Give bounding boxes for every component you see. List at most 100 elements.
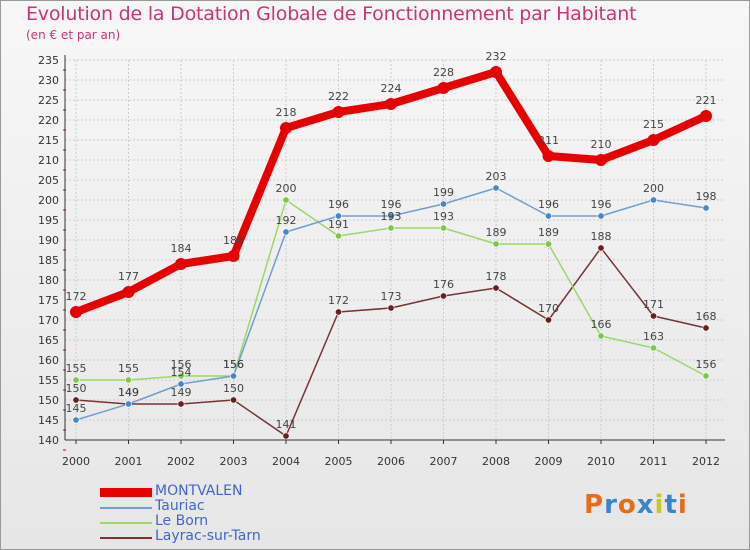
- data-label-le-born: 156: [171, 358, 192, 371]
- logo-letter: P: [584, 490, 605, 520]
- data-label-le-born: 191: [328, 218, 349, 231]
- data-label-tauriac: 200: [643, 182, 664, 195]
- data-point-tauriac: [702, 204, 710, 212]
- data-label-le-born: 189: [538, 226, 559, 239]
- y-tick-label: 185: [38, 254, 59, 267]
- y-tick-label: 160: [38, 354, 59, 367]
- chart-subtitle: (en € et par an): [26, 28, 121, 42]
- logo-letter: t: [664, 490, 678, 520]
- y-tick-label: 230: [38, 74, 59, 87]
- x-tick-label: 2007: [430, 455, 458, 468]
- data-label-tauriac: 203: [486, 170, 507, 183]
- data-label-layrac-sur-tarn: 141: [276, 418, 297, 431]
- data-label-tauriac: 196: [538, 198, 559, 211]
- data-label-tauriac: 196: [381, 198, 402, 211]
- y-tick-label: 155: [38, 374, 59, 387]
- data-point-le-born: [597, 332, 605, 340]
- logo-letter: r: [604, 490, 618, 520]
- data-label-montvalen: 172: [66, 290, 87, 303]
- data-point-montvalen: [437, 82, 450, 94]
- data-point-montvalen: [490, 66, 502, 78]
- x-tick-label: 2010: [587, 455, 615, 468]
- data-label-tauriac: 149: [118, 386, 139, 399]
- y-tick-label: 190: [38, 234, 59, 247]
- data-label-le-born: 163: [643, 330, 664, 343]
- data-point-montvalen: [332, 106, 345, 118]
- x-tick-label: 2012: [692, 455, 720, 468]
- x-tick-label: 2001: [115, 455, 143, 468]
- data-label-le-born: 193: [381, 210, 402, 223]
- y-tick-label: 145: [38, 414, 59, 427]
- data-label-le-born: 155: [66, 362, 87, 375]
- y-tick-label: 220: [38, 114, 59, 127]
- data-point-le-born: [649, 344, 657, 352]
- data-label-layrac-sur-tarn: 178: [486, 270, 507, 283]
- x-tick-label: 2000: [62, 455, 90, 468]
- data-label-layrac-sur-tarn: 173: [381, 290, 402, 303]
- y-tick-label: 170: [38, 314, 59, 327]
- data-label-montvalen: 186: [223, 234, 244, 247]
- data-point-layrac-sur-tarn: [439, 292, 447, 300]
- axes: 1401451501551601651701751801851901952002…: [38, 54, 725, 468]
- data-point-layrac-sur-tarn: [492, 284, 500, 292]
- y-tick-label: 205: [38, 174, 59, 187]
- y-tick-label: 195: [38, 214, 59, 227]
- data-label-layrac-sur-tarn: 168: [696, 310, 717, 323]
- data-label-tauriac: 154: [171, 366, 192, 379]
- data-label-montvalen: 211: [538, 134, 559, 147]
- data-label-montvalen: 222: [328, 90, 349, 103]
- legend-label-le-born: Le Born: [155, 513, 209, 529]
- data-point-tauriac: [649, 196, 657, 204]
- data-point-layrac-sur-tarn: [72, 396, 80, 404]
- x-tick-label: 2005: [325, 455, 353, 468]
- y-tick-label: 225: [38, 94, 59, 107]
- data-point-tauriac: [597, 212, 605, 220]
- data-label-layrac-sur-tarn: 171: [643, 298, 664, 311]
- data-label-tauriac: 156: [223, 358, 244, 371]
- data-label-montvalen: 221: [696, 94, 717, 107]
- grid: [65, 59, 725, 441]
- data-point-tauriac: [125, 400, 133, 408]
- data-label-layrac-sur-tarn: 170: [538, 302, 559, 315]
- data-point-tauriac: [72, 416, 80, 424]
- data-label-layrac-sur-tarn: 176: [433, 278, 454, 291]
- data-point-tauriac: [544, 212, 552, 220]
- data-label-le-born: 166: [591, 318, 612, 331]
- data-point-tauriac: [282, 228, 290, 236]
- data-point-le-born: [439, 224, 447, 232]
- data-point-layrac-sur-tarn: [387, 304, 395, 312]
- data-label-montvalen: 232: [486, 50, 507, 63]
- y-tick-label: 150: [38, 394, 59, 407]
- data-point-montvalen: [175, 258, 187, 270]
- legend-swatch-2: [100, 522, 152, 524]
- data-label-tauriac: 145: [66, 402, 87, 415]
- x-tick-label: 2004: [272, 455, 300, 468]
- data-label-layrac-sur-tarn: 150: [66, 382, 87, 395]
- data-label-layrac-sur-tarn: 149: [118, 386, 139, 399]
- data-label-le-born: 189: [486, 226, 507, 239]
- data-point-layrac-sur-tarn: [177, 400, 185, 408]
- y-tick-label: 165: [38, 334, 59, 347]
- data-point-le-born: [544, 240, 552, 248]
- data-label-le-born: 156: [223, 358, 244, 371]
- data-point-tauriac: [387, 212, 395, 220]
- x-tick-label: 2006: [377, 455, 405, 468]
- data-label-layrac-sur-tarn: 172: [328, 294, 349, 307]
- data-label-le-born: 200: [276, 182, 297, 195]
- data-point-montvalen: [280, 122, 292, 134]
- data-point-layrac-sur-tarn: [702, 324, 710, 332]
- series-group: [70, 66, 712, 440]
- data-point-montvalen: [700, 110, 712, 122]
- data-point-montvalen: [647, 134, 660, 146]
- data-label-montvalen: 218: [276, 106, 297, 119]
- legend-swatch-3: [100, 537, 152, 539]
- data-label-layrac-sur-tarn: 149: [171, 386, 192, 399]
- legend-label-layrac-sur-tarn: Layrac-sur-Tarn: [155, 528, 261, 544]
- chart-title: Evolution de la Dotation Globale de Fonc…: [26, 3, 637, 25]
- data-point-le-born: [282, 196, 290, 204]
- data-point-montvalen: [385, 98, 397, 110]
- data-label-montvalen: 184: [171, 242, 192, 255]
- data-label-tauriac: 192: [276, 214, 297, 227]
- series-montvalen: [70, 66, 712, 318]
